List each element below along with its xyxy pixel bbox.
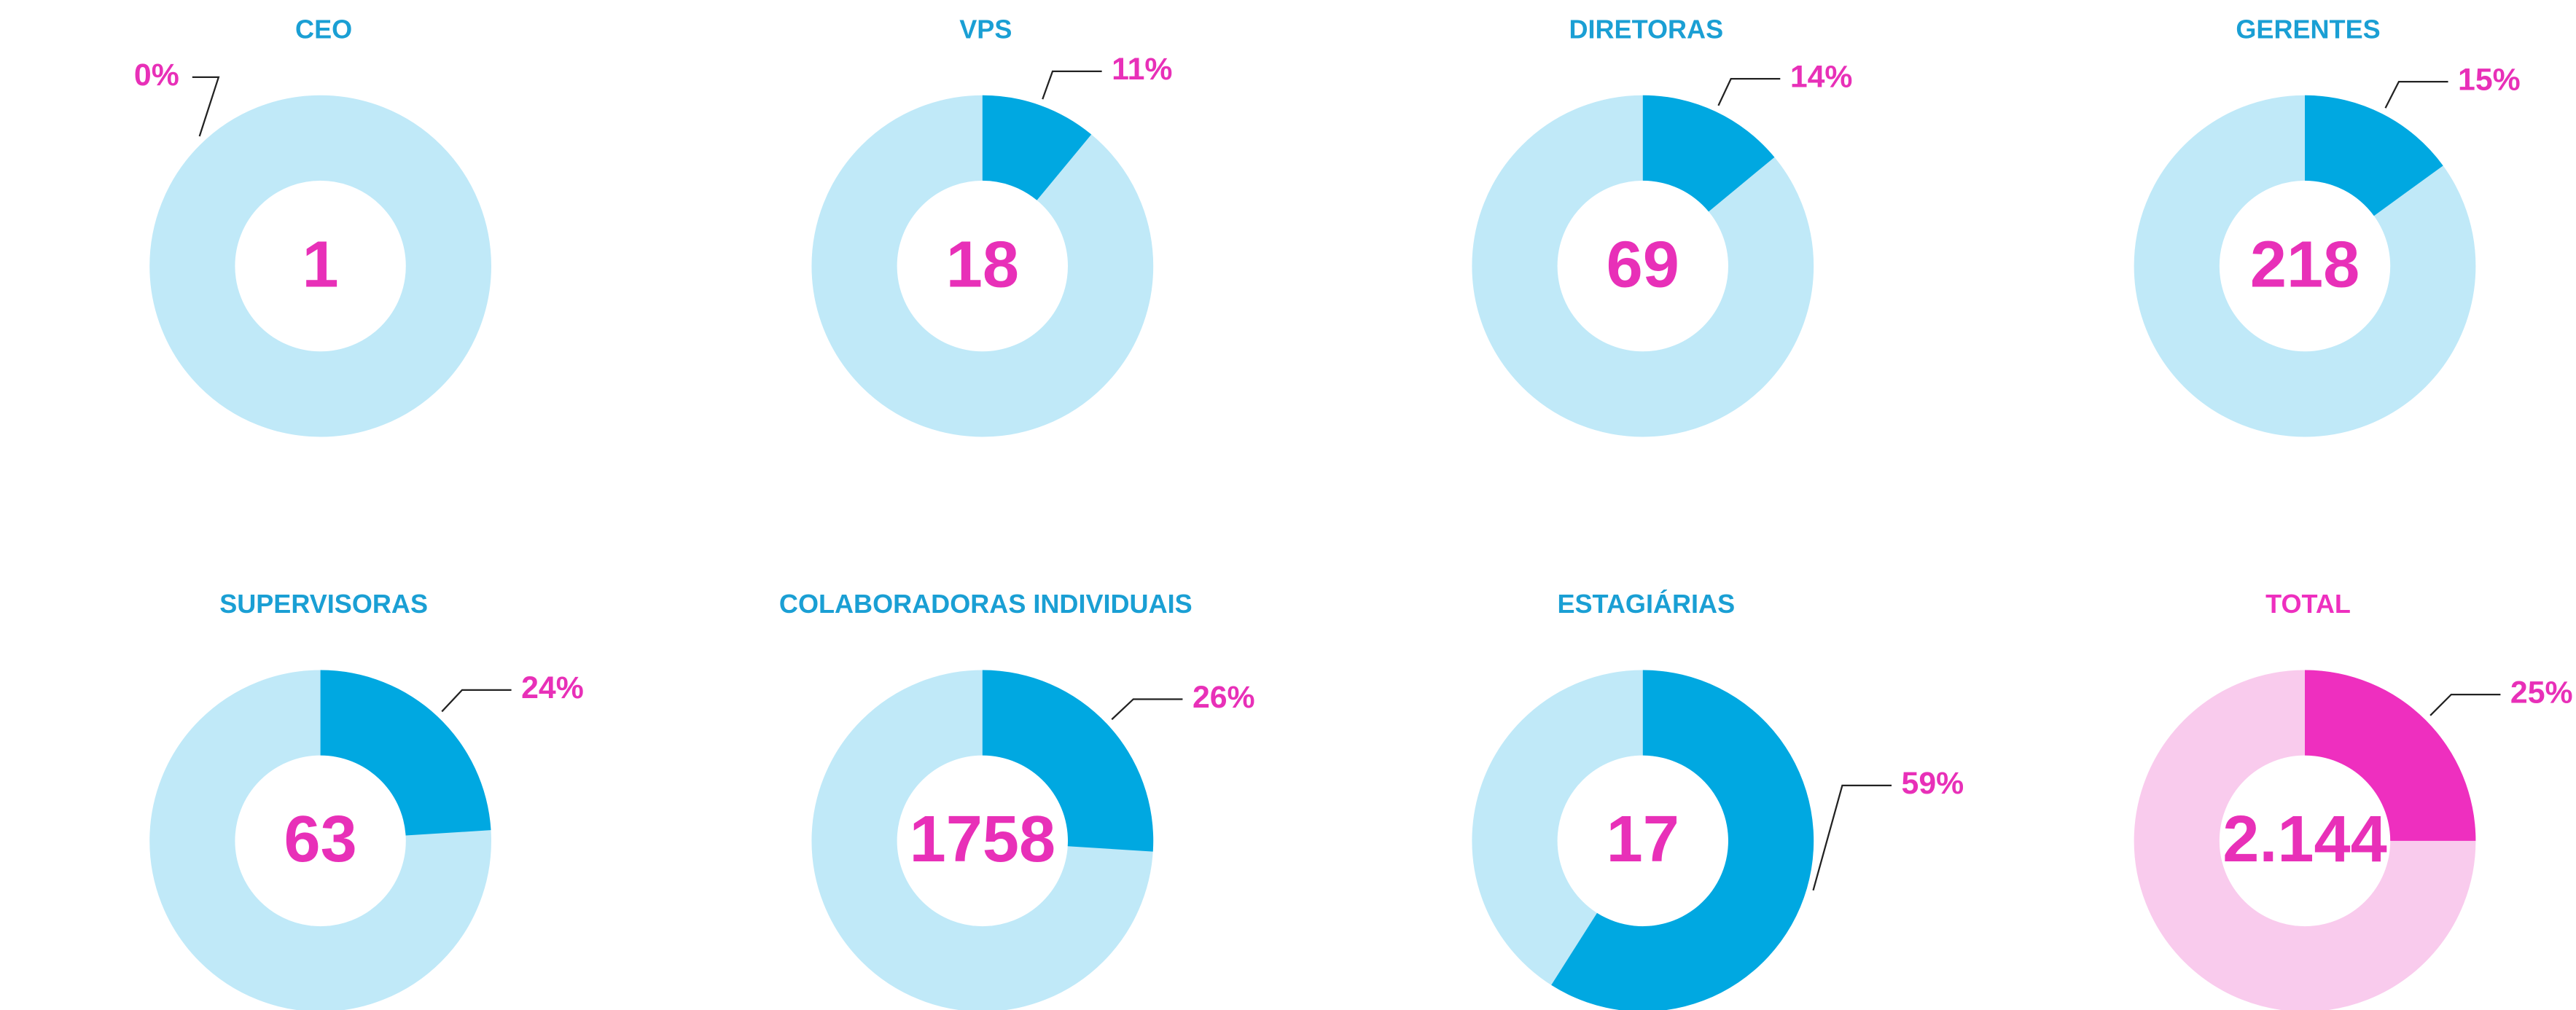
center-count: 63 — [284, 802, 356, 876]
chart-title: SUPERVISORAS — [219, 589, 428, 619]
center-count: 69 — [1607, 227, 1679, 301]
donut-segment — [2305, 95, 2443, 216]
leader-line — [1042, 70, 1102, 100]
donut-segment — [320, 670, 491, 836]
donut-segment — [982, 95, 1092, 200]
percent-label: 11% — [1112, 52, 1172, 87]
center-count: 2.144 — [2222, 802, 2387, 876]
center-count: 18 — [946, 227, 1019, 301]
percent-label: 26% — [1193, 680, 1255, 715]
percent-label: 24% — [521, 670, 584, 705]
center-count: 1758 — [910, 802, 1056, 876]
chart-title: VPS — [959, 14, 1012, 44]
percent-label: 0% — [134, 58, 179, 93]
leader-line — [2384, 80, 2448, 109]
chart-title: GERENTES — [2236, 14, 2380, 44]
percent-label: 15% — [2458, 62, 2521, 97]
center-count: 218 — [2250, 227, 2360, 301]
center-count: 1 — [303, 227, 339, 301]
chart-title: COLABORADORAS INDIVIDUAIS — [779, 589, 1193, 619]
center-count: 17 — [1607, 802, 1679, 876]
leader-line — [2429, 693, 2501, 716]
chart-title: DIRETORAS — [1569, 14, 1723, 44]
leader-line — [192, 76, 220, 137]
donut-rest — [149, 95, 491, 437]
donut-segment — [1642, 95, 1775, 212]
donut-segment — [2305, 670, 2476, 841]
percent-label: 14% — [1790, 59, 1853, 94]
percent-label: 25% — [2510, 675, 2573, 710]
chart-title: CEO — [295, 14, 352, 44]
chart-title: TOTAL — [2265, 589, 2351, 619]
chart-title: ESTAGIÁRIAS — [1557, 589, 1735, 619]
leader-line — [1812, 784, 1892, 891]
leader-line — [1111, 698, 1183, 721]
percent-label: 59% — [1902, 766, 1964, 801]
leader-line — [1717, 78, 1781, 106]
leader-line — [441, 689, 512, 713]
donut-segment — [982, 670, 1154, 852]
donut-segment — [1551, 670, 1814, 1010]
